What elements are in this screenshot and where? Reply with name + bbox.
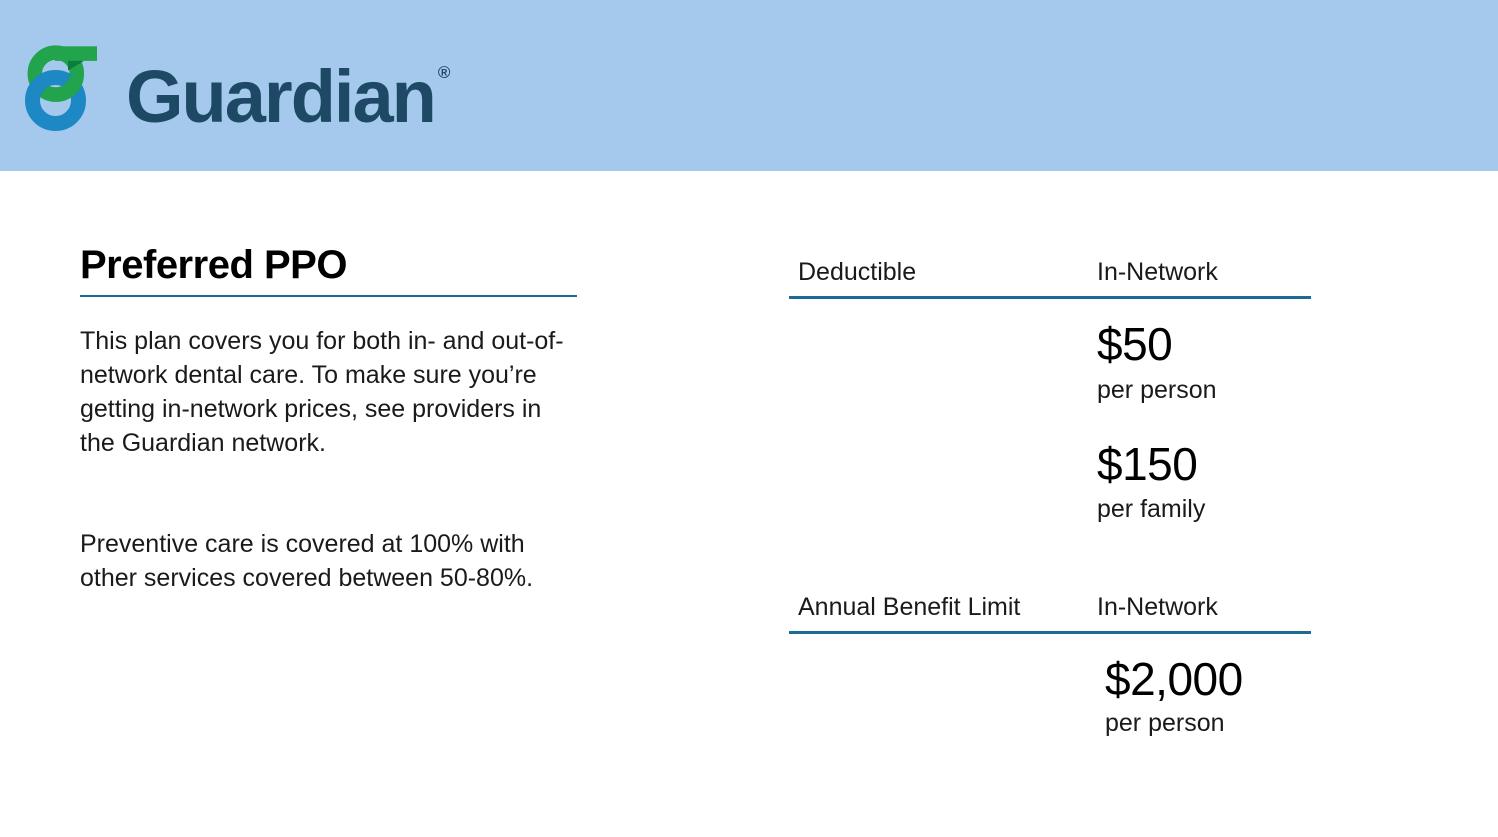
annual-benefit-limit-table-label: Annual Benefit Limit bbox=[798, 593, 1021, 621]
title-rule bbox=[80, 295, 577, 297]
annual-benefit-limit-in-network-column-header: In-Network bbox=[1097, 593, 1218, 621]
annual-benefit-limit-amount: $2,000 bbox=[1105, 653, 1243, 705]
annual-benefit-limit-unit: per person bbox=[1105, 709, 1225, 737]
deductible-table-rule bbox=[789, 296, 1311, 299]
plan-title: Preferred PPO bbox=[80, 243, 347, 287]
deductible-per-family-amount: $150 bbox=[1097, 438, 1198, 490]
brand-name: Guardian bbox=[126, 55, 437, 138]
guardian-wordmark: Guardian ® bbox=[126, 28, 450, 142]
plan-coverage-note: Preventive care is covered at 100% with … bbox=[80, 530, 534, 592]
annual-benefit-limit-table-rule bbox=[789, 631, 1311, 634]
registered-trademark-symbol: ® bbox=[437, 63, 451, 82]
deductible-per-person-unit: per person bbox=[1097, 376, 1217, 404]
header-band: Guardian ® bbox=[0, 0, 1498, 171]
deductible-per-family-unit: per family bbox=[1097, 495, 1206, 523]
plan-description: This plan covers you for both in- and ou… bbox=[80, 327, 564, 457]
guardian-logomark-icon bbox=[25, 45, 97, 131]
guardian-logo: Guardian ® bbox=[24, 42, 450, 138]
deductible-table-label: Deductible bbox=[798, 258, 917, 286]
deductible-per-person-amount: $50 bbox=[1097, 318, 1173, 370]
deductible-in-network-column-header: In-Network bbox=[1097, 258, 1218, 286]
